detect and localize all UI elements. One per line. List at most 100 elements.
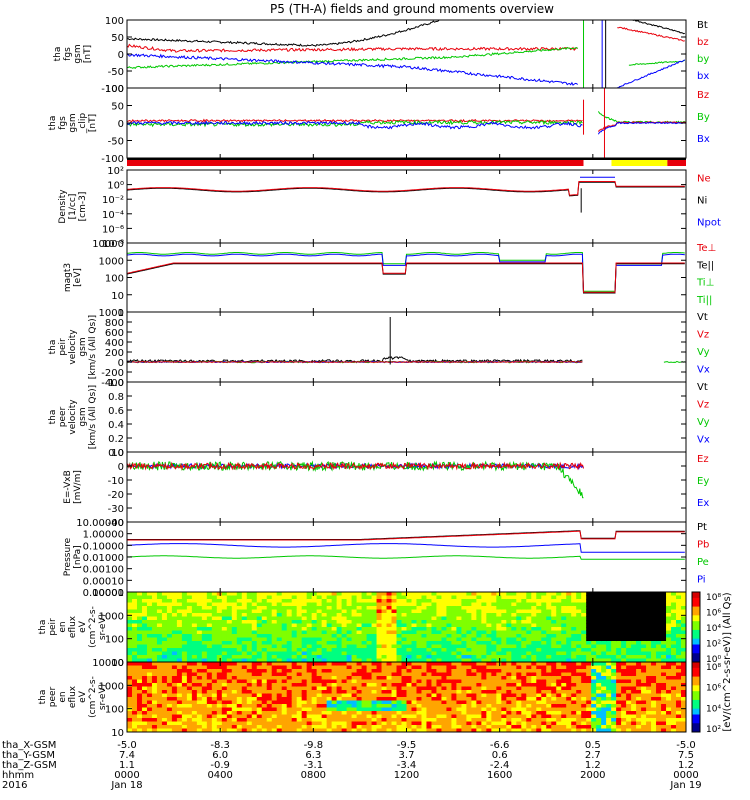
spectrogram-cell — [166, 693, 173, 698]
spectrogram-cell — [266, 658, 273, 663]
spectrogram-cell — [536, 690, 542, 694]
spectrogram-cell — [391, 606, 398, 610]
spectrogram-cell — [571, 679, 577, 684]
spectrogram-cell — [631, 613, 637, 617]
panel-frame — [126, 169, 687, 244]
spectrogram-cell — [136, 700, 143, 705]
spectrogram-cell — [426, 714, 432, 719]
spectrogram-cell — [516, 683, 522, 687]
spectrogram-cell — [641, 655, 647, 659]
spectrogram-cell — [471, 669, 477, 673]
spectrogram-cell — [291, 707, 298, 712]
spectrogram-cell — [431, 700, 437, 705]
spectrogram-cell — [201, 651, 208, 656]
spectrogram-cell — [236, 707, 243, 712]
spectrogram-cell — [301, 718, 308, 722]
spectrogram-cell — [421, 711, 427, 715]
spectrogram-cell — [556, 676, 562, 680]
spectrogram-cell — [276, 700, 283, 705]
spectrogram-cell — [221, 662, 228, 666]
spectrogram-cell — [386, 676, 393, 680]
spectrogram-cell — [331, 599, 338, 603]
spectrogram-cell — [626, 609, 632, 614]
spectrogram-cell — [651, 672, 657, 677]
spectrogram-cell — [411, 627, 417, 631]
spectrogram-cell — [446, 627, 452, 631]
spectrogram-cell — [376, 613, 383, 617]
spectrogram-cell — [181, 630, 188, 635]
spectrogram-cell — [626, 644, 632, 649]
spectrogram-cell — [156, 655, 163, 659]
spectrogram-cell — [226, 725, 233, 729]
spectrogram-cell — [431, 623, 437, 628]
spectrogram-cell — [646, 637, 652, 642]
spectrogram-cell — [391, 690, 398, 694]
spectrogram-cell — [566, 711, 572, 715]
spectrogram-cell — [611, 634, 617, 638]
spectrogram-cell — [346, 711, 353, 715]
spectrogram-cell — [416, 683, 422, 687]
spectrogram-cell — [441, 707, 447, 712]
spectrogram-cell — [326, 721, 333, 726]
spectrogram-cell — [511, 606, 517, 610]
spectrogram-cell — [346, 721, 353, 726]
spectrogram-cell — [531, 651, 537, 656]
spectrogram-cell — [466, 651, 472, 656]
spectrogram-cell — [471, 676, 477, 680]
spectrogram-cell — [576, 637, 582, 642]
spectrogram-cell — [581, 707, 587, 712]
spectrogram-cell — [181, 606, 188, 610]
spectrogram-cell — [611, 676, 617, 680]
spectrogram-cell — [656, 602, 662, 607]
y-tick-label: 10000 — [92, 588, 124, 599]
spectrogram-cell — [356, 641, 363, 645]
spectrogram-cell — [341, 655, 348, 659]
spectrogram-cell — [661, 704, 667, 708]
spectrogram-cell — [631, 690, 637, 694]
spectrogram-cell — [291, 602, 298, 607]
spectrogram-cell — [351, 662, 358, 666]
spectrogram-cell — [266, 700, 273, 705]
spectrogram-cell — [361, 679, 368, 684]
spectrogram-cell — [661, 700, 667, 705]
spectrogram-cell — [486, 711, 492, 715]
spectrogram-cell — [606, 648, 612, 652]
spectrogram-cell — [356, 725, 363, 729]
spectrogram-cell — [546, 693, 552, 698]
spectrogram-cell — [276, 613, 283, 617]
spectrogram-cell — [346, 627, 353, 631]
spectrogram-cell — [226, 627, 233, 631]
spectrogram-cell — [586, 606, 592, 610]
spectrogram-cell — [671, 679, 677, 684]
spectrogram-cell — [356, 609, 363, 614]
spectrogram-cell — [431, 655, 437, 659]
spectrogram-cell — [156, 714, 163, 719]
spectrogram-cell — [196, 700, 203, 705]
spectrogram-cell — [331, 690, 338, 694]
series-Bx — [126, 120, 583, 130]
spectrogram-cell — [611, 725, 617, 729]
spectrogram-cell — [281, 655, 288, 659]
spectrogram-cell — [646, 599, 652, 603]
spectrogram-cell — [201, 697, 208, 701]
spectrogram-cell — [171, 728, 178, 733]
spectrogram-cell — [421, 669, 427, 673]
spectrogram-cell — [366, 620, 373, 624]
spectrogram-cell — [281, 648, 288, 652]
y-tick-label: 0.2 — [108, 434, 124, 445]
spectrogram-cell — [561, 637, 567, 642]
spectrogram-cell — [206, 616, 213, 621]
spectrogram-cell — [451, 616, 457, 621]
spectrogram-cell — [456, 665, 462, 670]
spectrogram-cell — [376, 630, 383, 635]
spectrogram-cell — [546, 700, 552, 705]
spectrogram-cell — [216, 728, 223, 733]
spectrogram-cell — [146, 718, 153, 722]
spectrogram-cell — [166, 707, 173, 712]
spectrogram-cell — [406, 620, 412, 624]
spectrogram-cell — [306, 665, 313, 670]
spectrogram-cell — [127, 686, 133, 691]
spectrogram-cell — [231, 592, 238, 596]
spectrogram-cell — [676, 658, 682, 663]
